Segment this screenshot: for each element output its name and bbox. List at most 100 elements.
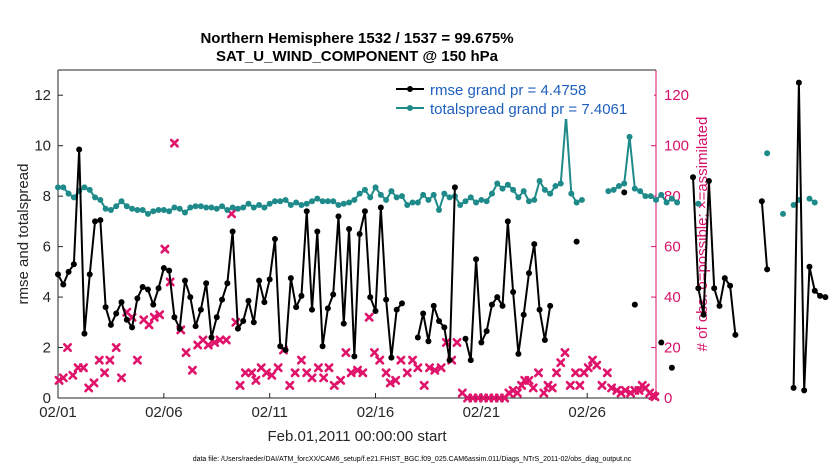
rmse-point <box>229 228 236 235</box>
legend-box <box>392 77 654 119</box>
rmse-point <box>446 357 453 364</box>
rmse-point <box>668 364 675 371</box>
totalspread-point <box>811 199 818 206</box>
totalspread-point <box>340 200 347 207</box>
rmse-point <box>462 335 469 342</box>
totalspread-point <box>605 188 612 195</box>
totalspread-point <box>504 181 511 188</box>
rmse-point <box>150 301 157 308</box>
rmse-point <box>356 231 363 237</box>
totalspread-point <box>224 207 231 214</box>
rmse-point <box>377 204 384 211</box>
assimilated-count-marker <box>583 363 593 373</box>
rmse-line <box>760 201 769 270</box>
totalspread-point <box>261 204 268 211</box>
rmse-point <box>176 325 183 332</box>
rmse-point <box>700 311 707 318</box>
rmse-point <box>271 236 278 243</box>
left-y-axis-label: rmse and totalspread <box>15 164 32 305</box>
totalspread-point <box>187 204 194 211</box>
rmse-point <box>182 277 189 284</box>
totalspread-point <box>510 186 517 193</box>
totalspread-point <box>441 190 448 197</box>
rmse-point <box>441 324 448 331</box>
rmse-point <box>282 347 289 354</box>
totalspread-point <box>409 199 416 206</box>
totalspread-point <box>314 195 321 202</box>
rmse-point <box>208 334 215 341</box>
rmse-point <box>510 289 517 296</box>
assimilated-count-marker <box>528 383 538 393</box>
left-y-tick-label: 2 <box>43 340 51 357</box>
x-tick-label: 02/21 <box>463 404 501 421</box>
assimilated-count-marker <box>240 368 250 378</box>
totalspread-point <box>361 186 368 193</box>
assimilated-count-marker <box>251 375 261 385</box>
totalspread-point <box>287 201 294 208</box>
assimilated-count-marker <box>552 368 562 378</box>
totalspread-point <box>182 209 189 216</box>
totalspread-point <box>240 204 247 211</box>
totalspread-point <box>229 204 236 211</box>
assimilated-count-marker <box>597 380 607 390</box>
totalspread-point <box>171 204 178 211</box>
assimilated-count-marker <box>634 385 644 395</box>
right-y-tick-label: 40 <box>664 289 681 306</box>
totalspread-point <box>663 199 670 206</box>
rmse-point <box>398 300 405 307</box>
assimilated-count-marker <box>296 355 306 365</box>
totalspread-point <box>695 200 702 207</box>
rmse-point <box>335 213 342 220</box>
rmse-point <box>520 311 527 318</box>
rmse-point <box>801 387 808 394</box>
assimilated-count-marker <box>524 375 534 385</box>
rmse-point <box>531 241 538 248</box>
totalspread-point <box>552 183 559 190</box>
totalspread-point <box>525 198 532 205</box>
totalspread-point <box>578 196 585 203</box>
rmse-point <box>166 267 173 274</box>
assimilated-count-marker <box>68 370 78 380</box>
assimilated-count-marker <box>517 380 527 390</box>
assimilated-count-marker <box>160 244 170 254</box>
rmse-point <box>129 324 136 331</box>
assimilated-count-markers <box>54 138 660 403</box>
data-file-footnote: data file: /Users/raeder/DAI/ATM_forcXX/… <box>193 456 632 463</box>
rmse-point <box>60 281 67 288</box>
rmse-point <box>414 334 421 341</box>
left-y-tick-label: 6 <box>43 239 51 256</box>
totalspread-point <box>197 203 204 210</box>
totalspread-point <box>647 193 654 200</box>
totalspread-point <box>515 194 522 201</box>
left-y-tick-label: 12 <box>34 87 51 104</box>
totalspread-point <box>494 180 501 187</box>
rmse-point <box>309 306 316 313</box>
assimilated-count-marker <box>117 373 127 383</box>
totalspread-point <box>547 190 554 197</box>
legend-spread-marker <box>407 105 413 111</box>
rmse-point <box>806 263 813 270</box>
assimilated-count-marker <box>346 368 356 378</box>
totalspread-point <box>324 198 331 205</box>
totalspread-point <box>113 203 120 210</box>
rmse-point <box>573 238 580 245</box>
left-y-tick-label: 8 <box>43 188 51 205</box>
totalspread-point <box>499 185 506 192</box>
rmse-point <box>118 299 125 306</box>
rmse-point <box>631 301 638 308</box>
rmse-point <box>711 285 718 292</box>
rmse-point <box>86 271 93 278</box>
rmse-point <box>92 218 99 225</box>
rmse-point <box>287 275 294 282</box>
rmse-point <box>473 256 480 263</box>
rmse-point <box>361 208 368 215</box>
assimilated-count-marker <box>385 378 395 388</box>
totalspread-point <box>425 196 432 203</box>
totalspread-point <box>658 191 665 198</box>
totalspread-point <box>610 186 617 193</box>
assimilated-count-marker <box>556 358 566 368</box>
assimilated-count-marker <box>267 370 277 380</box>
rmse-point <box>76 146 83 153</box>
rmse-point <box>65 268 72 275</box>
